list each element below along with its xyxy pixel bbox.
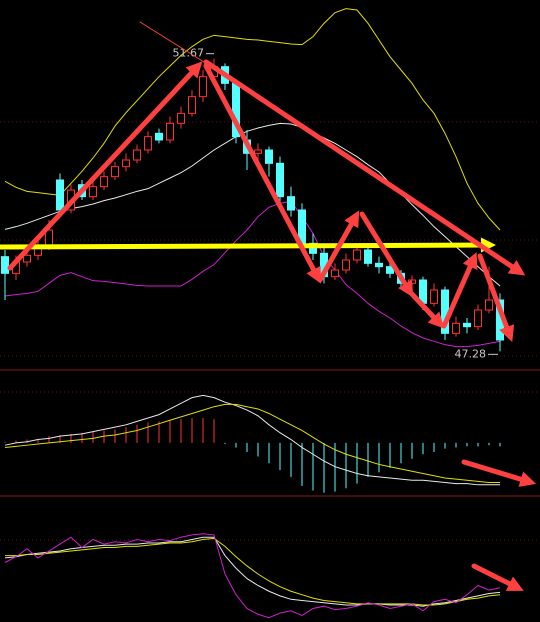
candle-body: [155, 132, 163, 141]
candle-body: [463, 322, 471, 328]
candle-body: [287, 196, 295, 211]
low-label: 47.28: [455, 347, 487, 360]
annotations: [0, 21, 537, 591]
candle-body: [89, 186, 97, 198]
candle-body: [144, 136, 152, 151]
band-line: [4, 122, 501, 287]
candle-body: [56, 179, 64, 211]
candle-body: [133, 149, 141, 161]
band-line: [4, 200, 501, 348]
macd-line: [4, 403, 500, 484]
candle-body: [331, 269, 339, 278]
macd-line: [4, 394, 500, 486]
candle-body: [408, 279, 416, 284]
candle-body: [122, 159, 130, 168]
candle-body: [353, 249, 361, 261]
candle-body: [375, 262, 383, 268]
candle-body: [386, 266, 394, 274]
panel-separators: [0, 369, 540, 497]
candle-body: [342, 259, 350, 271]
candle-body: [23, 254, 31, 263]
candle-body: [265, 149, 273, 164]
kdj-line: [5, 537, 501, 606]
candle-body: [254, 149, 262, 154]
candle-body: [188, 96, 196, 114]
band-line: [4, 8, 501, 231]
candle-body: [177, 112, 185, 124]
candle-body: [276, 162, 284, 198]
candle-body: [485, 299, 493, 311]
candle-body: [166, 122, 174, 141]
candle-body: [474, 309, 482, 328]
kdj-line: [4, 536, 501, 607]
candle-body: [111, 166, 119, 178]
candle-body: [364, 249, 372, 264]
candle-body: [1, 256, 9, 274]
candle-body: [199, 76, 207, 98]
candle-body: [45, 229, 53, 248]
candle-body: [452, 322, 460, 334]
candle-body: [100, 176, 108, 188]
candle-body: [430, 289, 438, 304]
high-label: 51.67: [173, 47, 205, 60]
kdj-line: [4, 533, 501, 619]
